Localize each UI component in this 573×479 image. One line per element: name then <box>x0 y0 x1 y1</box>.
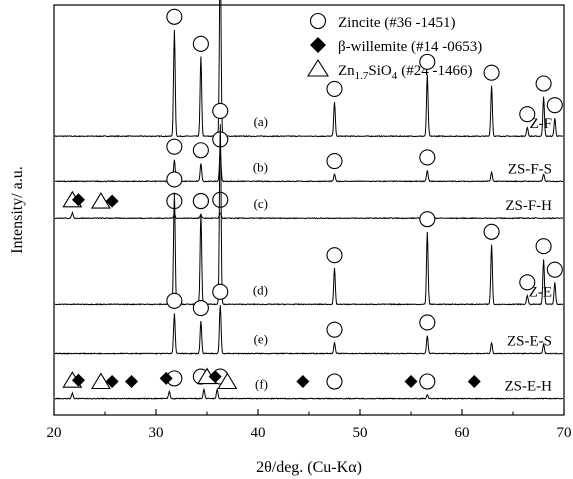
zincite-marker <box>326 373 343 390</box>
legend-willemite-code: (#14 -0653) <box>411 39 482 55</box>
zincite-marker <box>192 142 209 159</box>
legend-formula-sub1: 1.7 <box>355 70 369 82</box>
zincite-marker <box>535 75 552 92</box>
zincite-marker <box>326 247 343 264</box>
zincite-marker <box>519 106 536 123</box>
zincite-marker <box>483 64 500 81</box>
zincite-marker <box>326 321 343 338</box>
series-ZS-F-H: (c) ZS-F-H <box>54 190 564 220</box>
willemite-marker <box>71 373 85 387</box>
sample-label: Z-F <box>530 116 553 132</box>
sample-label: ZS-E-S <box>507 334 552 350</box>
x-axis-title: 2θ/deg. (Cu-Kα) <box>256 459 362 476</box>
series-ZS-F-S: (b) ZS-F-S <box>54 131 564 183</box>
x-tick-label: 50 <box>353 425 368 441</box>
zincite-marker <box>166 171 183 188</box>
curve-label: (c) <box>254 196 268 211</box>
series-ZS-E-H: (f) ZS-E-H <box>54 367 564 400</box>
zincite-marker <box>519 274 536 291</box>
legend-zincite-code: (#36 -1451) <box>384 15 455 31</box>
sample-label: Z-E <box>529 284 552 300</box>
willemite-marker <box>125 375 139 388</box>
x-axis: 20 30 40 50 60 70 <box>47 409 572 441</box>
zincite-marker <box>212 191 229 208</box>
series-line-Z-E <box>54 124 563 306</box>
willemite-marker <box>159 371 173 385</box>
legend-zincite-name: Zincite <box>338 15 381 31</box>
curve-label: (d) <box>253 282 268 297</box>
zincite-marker <box>483 223 500 240</box>
sample-label: ZS-E-H <box>505 379 553 395</box>
curve-label: (f) <box>255 377 268 392</box>
legend-willemite-name: β-willemite <box>338 39 408 55</box>
zincite-marker <box>419 211 436 228</box>
zincite-marker <box>326 80 343 97</box>
zincite-marker <box>419 149 436 166</box>
series-line-ZS-E-H <box>54 387 564 400</box>
zincite-marker <box>419 53 436 70</box>
legend-circle-icon <box>309 12 327 30</box>
zincite-marker <box>166 138 183 155</box>
x-tick-label: 30 <box>149 425 164 441</box>
zn-silicate-marker <box>90 192 111 209</box>
willemite-marker <box>404 375 418 388</box>
svg-text:Zincite (#36 -1451): Zincite (#36 -1451) <box>338 15 455 31</box>
legend-triangle-icon <box>307 58 329 77</box>
zn-silicate-marker <box>90 372 111 390</box>
series-line-ZS-F-S <box>54 152 564 183</box>
zincite-marker <box>546 97 563 114</box>
zincite-marker <box>419 314 436 331</box>
zn-silicate-marker <box>217 372 238 390</box>
zincite-marker <box>192 193 209 210</box>
curve-label: (b) <box>253 159 268 174</box>
x-tick-label: 60 <box>455 425 470 441</box>
zincite-marker <box>419 373 436 390</box>
willemite-marker <box>105 194 119 208</box>
willemite-marker <box>208 370 222 384</box>
sample-label: ZS-F-H <box>505 198 552 214</box>
legend-entry-zincite: Zincite (#36 -1451) <box>309 12 455 31</box>
x-tick-label: 40 <box>251 425 266 441</box>
series-line-ZS-F-H <box>54 210 564 220</box>
y-axis-title: Intensity/ a.u. <box>9 166 26 254</box>
legend-formula-main: Zn <box>338 63 355 79</box>
series-line-Z-F <box>54 0 563 138</box>
zincite-marker <box>192 35 209 52</box>
series-Z-E: (d) Z-E <box>54 102 563 306</box>
zincite-marker <box>192 299 209 317</box>
legend-formula-code: (#24 -1466) <box>401 63 472 79</box>
series-Z-F: (a) Z-F <box>54 0 563 138</box>
series-ZS-E-S: (e) ZS-E-S <box>54 283 563 355</box>
curve-label: (a) <box>254 114 268 129</box>
zincite-marker <box>212 102 229 119</box>
legend-formula-sub2: 4 <box>392 70 398 82</box>
legend-entry-willemite: β-willemite (#14 -0653) <box>310 37 482 55</box>
willemite-marker <box>296 375 310 388</box>
legend: Zincite (#36 -1451) β-willemite (#14 -06… <box>307 12 482 82</box>
zincite-marker <box>166 8 183 25</box>
svg-text:Zn1.7SiO4(#24 -1466): Zn1.7SiO4 (#24 -1466) <box>338 63 473 82</box>
zincite-marker <box>535 238 552 255</box>
zincite-marker <box>166 292 183 309</box>
legend-formula-mid: SiO <box>368 63 392 79</box>
svg-text:β-willemite (#14 -0653): β-willemite (#14 -0653) <box>338 39 482 55</box>
x-tick-label: 70 <box>557 425 572 441</box>
zincite-marker <box>326 153 343 170</box>
legend-entry-zn-silicate: Zn1.7SiO4 (#24 -1466) <box>307 58 473 82</box>
willemite-marker <box>105 375 119 388</box>
willemite-marker <box>71 193 85 207</box>
x-tick-label: 20 <box>47 425 62 441</box>
sample-label: ZS-F-S <box>508 161 552 177</box>
curve-label: (e) <box>254 332 268 347</box>
zincite-marker <box>212 283 229 300</box>
legend-diamond-icon <box>310 37 326 53</box>
zincite-marker <box>546 261 563 278</box>
series-line-ZS-E-S <box>54 305 563 355</box>
willemite-marker <box>467 375 481 388</box>
